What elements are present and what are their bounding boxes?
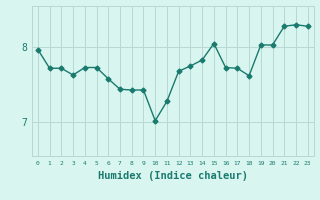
X-axis label: Humidex (Indice chaleur): Humidex (Indice chaleur): [98, 171, 248, 181]
